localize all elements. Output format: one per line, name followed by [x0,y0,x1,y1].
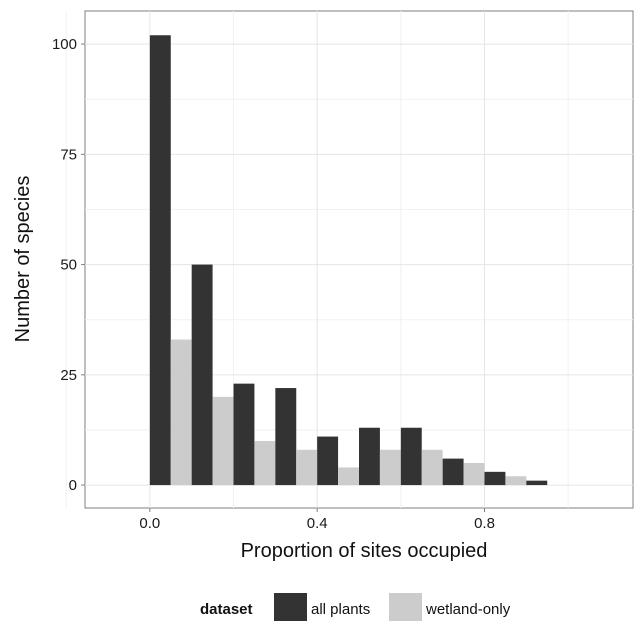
legend-title: dataset [200,601,253,618]
bar-all-plants [442,458,464,486]
legend: dataset all plants wetland-only [200,593,511,621]
bar-wetland-only [421,449,443,486]
x-tick-label: 0.0 [139,515,160,532]
x-axis-title: Proportion of sites occupied [241,540,488,562]
bar-wetland-only [296,449,318,486]
bar-wetland-only [505,476,527,486]
y-tick-label: 100 [52,36,77,53]
legend-label-wetland-only: wetland-only [425,601,511,618]
bar-wetland-only [463,463,485,486]
bar-all-plants [317,436,339,486]
x-axis-ticks: 0.0 0.4 0.8 [139,508,495,532]
y-axis-title: Number of species [12,176,34,343]
y-axis-ticks: 0 25 50 75 100 [52,36,85,494]
bar-all-plants [191,264,213,486]
x-tick-label: 0.8 [474,515,495,532]
bar-all-plants [359,427,380,486]
bars [149,35,548,486]
bar-wetland-only [379,449,401,486]
bar-wetland-only [254,440,276,486]
y-tick-label: 0 [69,477,77,494]
legend-swatch-wetland-only [389,593,422,621]
bar-all-plants [484,471,506,486]
bar-all-plants [233,383,255,486]
bar-wetland-only [212,396,234,486]
bar-wetland-only [170,339,192,486]
bar-wetland-only [338,467,359,486]
y-tick-label: 50 [60,257,77,274]
bar-all-plants [275,388,297,486]
bar-all-plants [149,35,171,486]
bar-all-plants [526,480,548,486]
bar-all-plants [400,427,422,486]
legend-label-all-plants: all plants [311,601,370,618]
legend-swatch-all-plants [274,593,307,621]
y-tick-label: 25 [60,367,77,384]
x-tick-label: 0.4 [307,515,328,532]
y-tick-label: 75 [60,146,77,163]
